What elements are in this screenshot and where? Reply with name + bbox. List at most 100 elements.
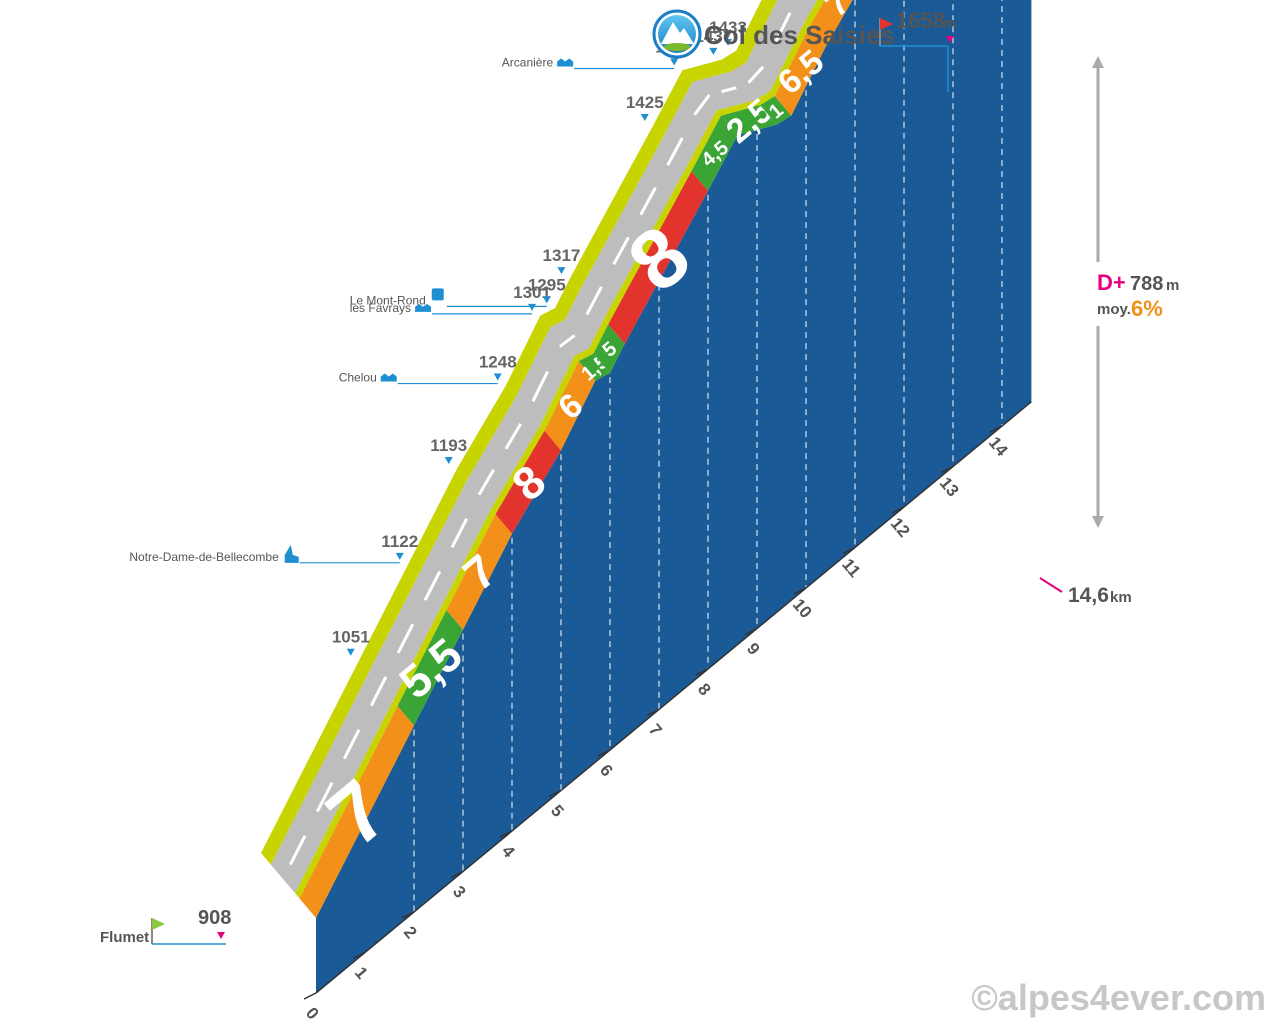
altitude-marker-label: 1122 <box>381 532 418 551</box>
altitude-pointer-icon <box>670 58 679 66</box>
distance-pointer <box>1039 577 1063 593</box>
altitude-marker-label: 1317 <box>543 246 581 265</box>
houses-icon <box>380 373 397 382</box>
km-tick <box>352 951 366 960</box>
km-tick <box>842 546 856 555</box>
profile-wall <box>316 0 1032 993</box>
road-center-dash <box>477 468 495 496</box>
road-center-dash <box>450 517 469 549</box>
place-name: Notre-Dame-de-Bellecombe <box>129 550 279 564</box>
grade-segment <box>299 705 414 918</box>
road-center-dash <box>747 65 765 84</box>
grade-segment <box>691 115 738 191</box>
km-tick <box>989 425 1003 433</box>
red-flag-icon <box>879 18 893 46</box>
altitude-pointer-icon <box>709 47 718 55</box>
road-center-dash <box>774 11 792 43</box>
km-tick <box>646 708 660 717</box>
altitude-pointer-icon <box>557 267 566 275</box>
place-name: Le Mont-Rond <box>350 293 426 307</box>
distance-block: 14,6 km <box>1039 577 1132 607</box>
km-tick <box>401 911 415 919</box>
profile-wall-face <box>316 0 1032 993</box>
km-tick <box>695 668 709 676</box>
altitude-marker-label: 1248 <box>479 353 517 372</box>
green-flag-icon <box>151 918 165 944</box>
km-tick-label: 5 <box>547 801 568 820</box>
km-tick <box>450 870 464 879</box>
road-edge-near <box>491 425 545 515</box>
road-edge-far <box>555 278 580 320</box>
road-lane <box>466 397 541 509</box>
road-center-dash <box>315 782 334 813</box>
road-edge-far <box>506 315 551 397</box>
km-tick-label: 1 <box>351 963 372 982</box>
grade-segment <box>608 171 708 344</box>
road-center-dash <box>585 286 603 316</box>
watermark: ©alpes4ever.com <box>971 977 1266 1018</box>
km-tick-label: 7 <box>645 720 666 739</box>
km-tick <box>891 506 905 514</box>
road-center-dash <box>342 729 361 760</box>
altitude-marker-label: 1051 <box>332 628 370 647</box>
km-tick-label: 0 <box>302 1004 323 1023</box>
houses-icon <box>415 303 432 312</box>
km-tick-label: 4 <box>498 842 519 862</box>
road-edge-near <box>393 604 447 706</box>
grade-segment <box>774 27 826 116</box>
road-center-dash <box>558 334 576 348</box>
road-center-dash <box>531 370 549 403</box>
road-edge-near <box>589 319 609 354</box>
road-center-dash <box>289 834 307 866</box>
altitude-marker-label: 1193 <box>430 436 467 455</box>
altitude-marker-label: 1295 <box>528 275 566 294</box>
km-tick <box>597 749 611 757</box>
road-edge-far <box>408 468 467 577</box>
cable-car-icon <box>431 288 444 301</box>
road-center-dash <box>721 86 737 94</box>
altitude-pointer-icon <box>346 648 355 656</box>
grade-segment <box>495 430 561 534</box>
dplus-value: 788 <box>1130 273 1163 295</box>
road-edge-near <box>716 99 761 116</box>
road-lane <box>786 0 818 23</box>
road-lane <box>579 137 688 320</box>
altitude-marker-label: 1433 <box>709 18 747 37</box>
km-tick <box>793 587 807 595</box>
road-center-dash <box>693 94 711 116</box>
start-pointer-icon <box>217 932 225 939</box>
col-name: Col des Saisies <box>704 20 895 50</box>
grade-segment <box>720 105 777 136</box>
road-edge-near <box>540 355 579 431</box>
altitude-pointer-icon <box>444 456 453 464</box>
grade-segment <box>760 96 792 125</box>
road-edge-near <box>442 509 496 611</box>
km-tick <box>499 830 513 838</box>
road-edge-near <box>770 22 810 97</box>
altitude-marker-label: 1425 <box>626 93 664 112</box>
road-edge-near <box>687 110 721 172</box>
altitude-pointer-icon <box>493 373 502 381</box>
km-tick-label: 3 <box>449 882 470 901</box>
arrow-down-icon <box>1092 516 1104 528</box>
road-center-dash <box>396 623 415 654</box>
average-grade: 6% <box>1131 296 1163 321</box>
km-tick-label: 6 <box>596 761 617 780</box>
km-axis-line <box>315 401 1032 994</box>
average-label: moy. <box>1097 301 1131 318</box>
grade-segment <box>809 0 853 47</box>
km-tick-label: 2 <box>400 923 421 942</box>
road-center-dash <box>504 423 522 450</box>
summit-altitude: 1658 <box>896 8 945 33</box>
houses-icon <box>557 58 574 67</box>
road-center-dash <box>369 676 388 707</box>
altitude-pointer-icon <box>542 296 551 304</box>
road-edge-near <box>804 0 825 28</box>
road-lane <box>564 290 604 349</box>
place-name: Arcanière <box>502 55 554 69</box>
road-edge-far <box>721 50 747 72</box>
road-edge-far <box>457 385 516 481</box>
altitude-pointer-icon <box>640 113 649 121</box>
total-distance: 14,6 <box>1068 584 1109 607</box>
